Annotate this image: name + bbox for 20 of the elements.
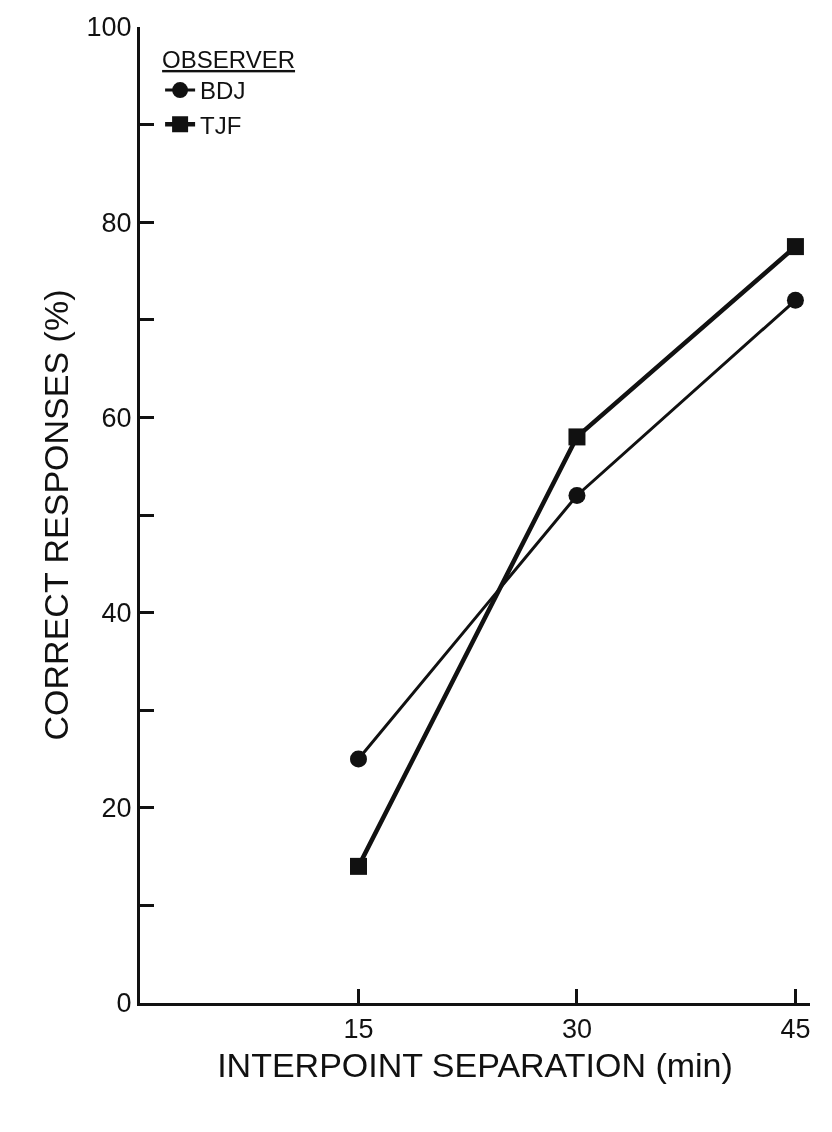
x-tick-label: 45 (780, 1014, 811, 1045)
point (349, 857, 367, 875)
point (786, 291, 804, 309)
y-tick-label: 60 (101, 402, 132, 433)
y-axis-title: CORRECT RESPONSES (%) (37, 289, 76, 741)
x-tick-label: 30 (561, 1014, 592, 1045)
y-tick-label: 40 (101, 598, 132, 629)
y-tick-label: 100 (86, 12, 132, 43)
legend-title: OBSERVER (162, 45, 296, 73)
point (786, 238, 804, 256)
legend-label: BDJ (200, 77, 246, 105)
x-tick-label: 15 (343, 1014, 374, 1045)
point (568, 428, 586, 446)
y-tick-label: 0 (116, 988, 132, 1019)
y-tick-label: 80 (101, 207, 132, 238)
point (568, 486, 586, 504)
legend-label: TJF (200, 111, 242, 139)
x-axis-title: INTERPOINT SEPARATION (min) (217, 1045, 733, 1084)
y-tick-label: 20 (101, 793, 132, 824)
point (349, 750, 367, 768)
